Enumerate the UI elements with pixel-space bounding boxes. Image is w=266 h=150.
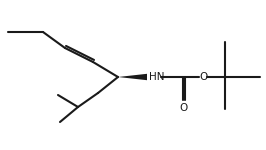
Text: HN: HN [149,72,164,82]
Text: O: O [180,103,188,113]
Text: O: O [199,72,207,82]
Polygon shape [118,74,147,80]
